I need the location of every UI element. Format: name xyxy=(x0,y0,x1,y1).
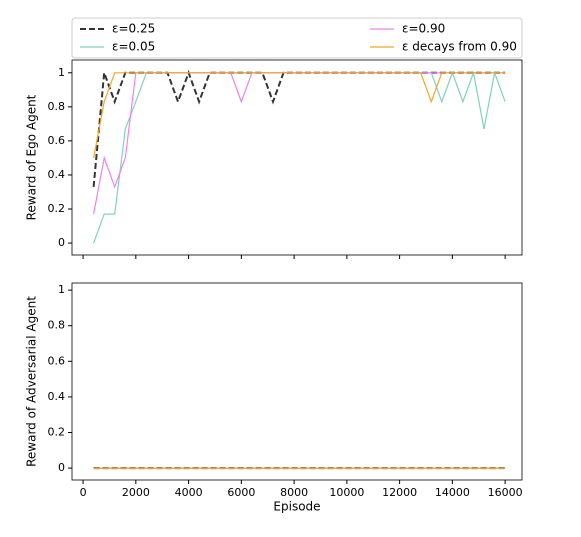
y-axis-label: Reward of Adversarial Agent xyxy=(25,296,39,467)
x-tick-label: 0 xyxy=(80,486,87,499)
data-line xyxy=(92,69,506,187)
legend-box xyxy=(71,17,523,59)
legend-label: ε=0.25 xyxy=(112,22,155,36)
y-tick-label: 0.4 xyxy=(48,168,66,181)
x-tick-label: 8000 xyxy=(280,486,308,499)
x-tick-label: 10000 xyxy=(329,486,364,499)
y-tick-label: 0.4 xyxy=(48,390,66,403)
y-tick-label: 0 xyxy=(58,236,65,249)
x-tick-label: 6000 xyxy=(227,486,255,499)
x-tick-label: 2000 xyxy=(122,486,150,499)
data-line xyxy=(93,72,506,215)
y-tick-label: 0.2 xyxy=(48,202,66,215)
legend-label: ε=0.90 xyxy=(402,22,445,36)
x-axis-label: Episode xyxy=(273,500,320,514)
plot-frame xyxy=(71,59,523,256)
y-tick-label: 0.8 xyxy=(48,319,66,332)
y-tick-label: 0.6 xyxy=(48,134,66,147)
y-tick-label: 1 xyxy=(58,66,65,79)
data-line xyxy=(93,70,506,244)
y-tick-label: 0.2 xyxy=(48,425,66,438)
y-tick-label: 0.8 xyxy=(48,100,66,113)
x-tick-label: 12000 xyxy=(382,486,417,499)
plot-frame xyxy=(71,282,523,481)
legend-label: ε=0.05 xyxy=(112,40,155,54)
data-line xyxy=(93,72,506,159)
y-axis-label: Reward of Ego Agent xyxy=(25,94,39,220)
y-tick-label: 0.6 xyxy=(48,354,66,367)
legend-label: ε decays from 0.90 xyxy=(402,40,517,54)
x-tick-label: 14000 xyxy=(435,486,470,499)
x-tick-label: 4000 xyxy=(175,486,203,499)
y-tick-label: 1 xyxy=(58,283,65,296)
x-tick-label: 16000 xyxy=(488,486,523,499)
y-tick-label: 0 xyxy=(58,461,65,474)
